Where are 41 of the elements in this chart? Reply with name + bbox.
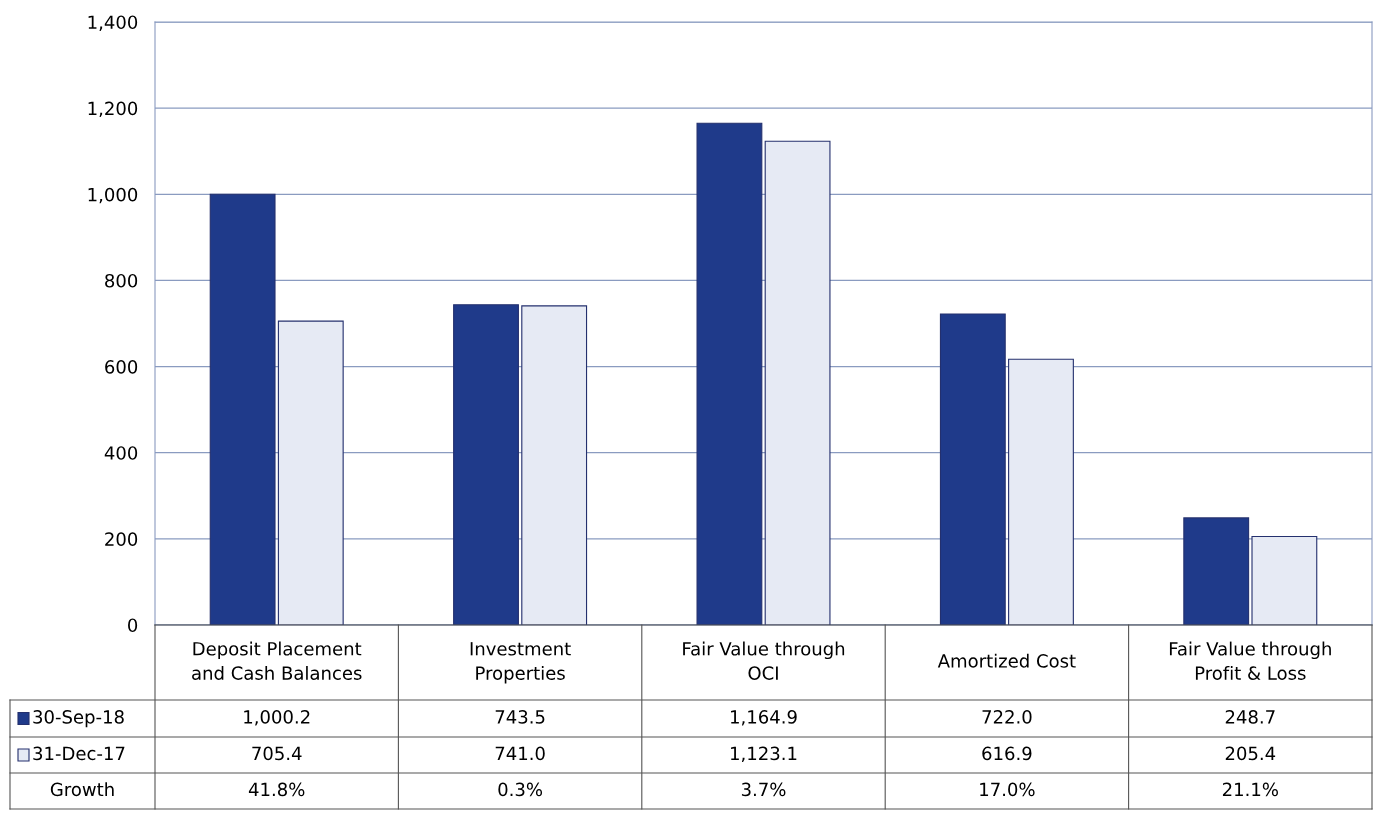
x-tick-label: Fair Value through Profit & Loss [1169,641,1331,680]
bar [1008,358,1074,625]
y-tick-label: 1,400 [88,15,138,31]
bar [939,313,1006,625]
bar [764,140,831,625]
text: 17.0% [980,782,1035,797]
x-tick-label: Amortized Cost [937,653,1076,668]
bar [1251,535,1318,625]
legend-label: 31-Dec-17 [33,746,125,761]
y-tick-label: 1,000 [88,187,138,204]
text: Growth [50,782,114,797]
bar [453,304,519,625]
x-tick-label: Fair Value through OCI [683,641,845,680]
data-label: 1,164.9 [731,710,797,726]
y-tick-label: 800 [105,273,138,288]
y-tick-label: 400 [104,446,138,460]
text: 21.1% [1222,782,1278,797]
x-tick-label: Investment Properties [470,642,571,684]
y-tick-label: 1,200 [88,101,138,118]
data-label: 743.5 [495,710,545,724]
bar [1183,517,1250,625]
data-label: 616.9 [982,746,1032,761]
legend-label: 30-Sep-18 [33,710,124,728]
y-tick-label: 600 [105,360,138,374]
bar [696,122,763,625]
data-label: 248.7 [1225,710,1275,724]
bar [521,305,588,625]
y-tick-label: 0 [128,618,138,633]
data-label: 705.4 [252,746,302,761]
data-label: 741.0 [495,746,545,761]
text: 41.8% [248,782,305,797]
bar [277,320,344,625]
data-label: 722.0 [982,710,1032,724]
text: 3.7% [741,782,786,797]
y-tick-label: 200 [105,532,138,546]
data-label: 205.4 [1225,746,1276,761]
x-tick-label: Deposit Placement and Cash Balances [192,641,362,680]
bar [209,193,276,625]
data-label: 1,123.1 [731,746,797,763]
data-label: 1,000.2 [244,710,310,726]
text: 0.3% [498,782,543,797]
